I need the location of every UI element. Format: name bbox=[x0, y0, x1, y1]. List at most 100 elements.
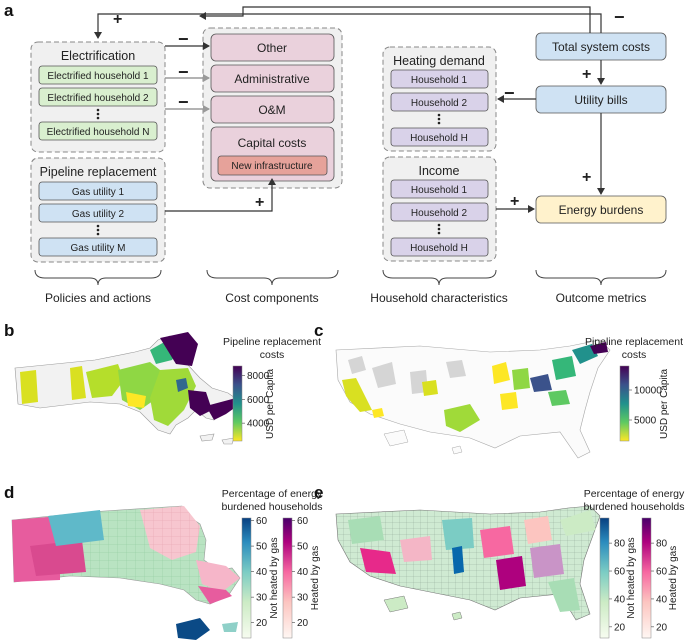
ma-d-island-teal bbox=[222, 622, 238, 632]
panel-b-axis-label: USD per Capita bbox=[265, 369, 276, 439]
signs: + − − − + − + − + + bbox=[113, 7, 625, 211]
ma-d-east-pink bbox=[140, 506, 200, 560]
arrow-pipeline-to-capital bbox=[165, 178, 276, 212]
income-title: Income bbox=[419, 164, 460, 178]
income-household-1: Household 1 bbox=[411, 185, 468, 196]
brace-cost bbox=[206, 269, 339, 286]
ma-region-west bbox=[20, 370, 38, 404]
us-gray-plains bbox=[446, 360, 466, 378]
plus-sign-2: + bbox=[255, 194, 264, 211]
us-gray-west bbox=[372, 362, 396, 388]
plus-sign-1: + bbox=[113, 11, 122, 28]
panel-c-axis-label: USD per Capita bbox=[659, 369, 670, 439]
connectors bbox=[94, 6, 605, 213]
arrow-total-to-other-loop bbox=[199, 6, 591, 33]
cost-om: O&M bbox=[258, 103, 285, 117]
us-e-northwest bbox=[348, 516, 384, 544]
us-midwest2 bbox=[512, 368, 530, 390]
panel-d-right-tick-label-0: 20 bbox=[297, 618, 309, 629]
panel-e-right-tick-label-3: 80 bbox=[656, 539, 668, 550]
ma-region-south bbox=[188, 390, 212, 416]
minus-sign-3: − bbox=[178, 92, 189, 112]
us-e-hawaii bbox=[451, 611, 463, 621]
panel-d-colorbar-left bbox=[241, 517, 252, 639]
us-ohio bbox=[530, 374, 552, 392]
ma-region-central1 bbox=[86, 364, 124, 398]
heating-household-1: Household 1 bbox=[411, 75, 468, 86]
ma-region-cape bbox=[206, 398, 240, 420]
panel-d-legend-title-2: burdened households bbox=[221, 501, 322, 513]
ma-region-west2 bbox=[70, 366, 86, 400]
us-socal bbox=[372, 408, 384, 418]
plus-sign-3: + bbox=[582, 66, 591, 83]
panel-e-map bbox=[335, 505, 601, 621]
gas-utility-2: Gas utility 2 bbox=[72, 209, 125, 220]
panel-d-legend-title-1: Percentage of energy bbox=[222, 488, 323, 500]
panel-d-left-tick-label-1: 30 bbox=[256, 593, 268, 604]
heating-title: Heating demand bbox=[393, 54, 485, 68]
panel-b-ticks: 4000 6000 8000 bbox=[242, 371, 270, 430]
minus-sign-1: − bbox=[178, 29, 189, 49]
plus-sign-4: + bbox=[582, 169, 591, 186]
panel-e-colorbar-right bbox=[641, 517, 652, 639]
cost-capital: Capital costs bbox=[238, 136, 307, 150]
electrification-ellipsis bbox=[96, 108, 100, 120]
pipeline-ellipsis bbox=[96, 224, 100, 236]
panel-e-left-label: Not heated by gas bbox=[626, 537, 637, 618]
panel-d-right-tick-label-1: 30 bbox=[297, 593, 309, 604]
panel-b-legend-title-1: Pipeline replacement bbox=[223, 336, 321, 348]
panel-d-left-label: Not heated by gas bbox=[269, 537, 280, 618]
electrification-title: Electrification bbox=[61, 49, 135, 63]
panel-d-left-tick-label-2: 40 bbox=[256, 567, 268, 578]
minus-sign-4: − bbox=[614, 7, 625, 27]
us-gray-nw bbox=[348, 356, 366, 374]
panel-c-colorbar bbox=[619, 365, 630, 442]
panel-a-letter: a bbox=[4, 1, 14, 20]
panel-e-colorbar-left bbox=[599, 517, 610, 639]
panel-e-left-tick-label-0: 20 bbox=[614, 622, 626, 633]
us-southeast bbox=[548, 390, 570, 406]
us-pennsylvania bbox=[552, 356, 576, 380]
ma-island2 bbox=[221, 437, 235, 445]
energy-burdens-label: Energy burdens bbox=[559, 203, 644, 217]
panel-d-ticks-left: 20 30 40 50 60 bbox=[251, 516, 268, 629]
arrow-total-to-electrification bbox=[94, 13, 602, 39]
us-e-appalachia bbox=[530, 544, 564, 578]
ma-region-boston bbox=[176, 378, 188, 392]
us-e-alaska bbox=[383, 595, 409, 613]
us-outline bbox=[335, 339, 611, 459]
brace-outcome bbox=[535, 269, 667, 286]
energy-burdens-box bbox=[535, 195, 667, 224]
ma-d-southeast-pink bbox=[196, 560, 240, 592]
category-policies: Policies and actions bbox=[45, 291, 151, 305]
us-california bbox=[342, 378, 372, 412]
cost-new-infrastructure: New infrastructure bbox=[231, 161, 313, 172]
us-e-florida bbox=[548, 578, 580, 612]
us-e-plains-blue bbox=[452, 546, 464, 574]
income-group: Income Household 1 Household 2 Household… bbox=[382, 156, 497, 262]
us-colorado bbox=[422, 380, 438, 396]
electrified-household-n: Electrified household N bbox=[47, 127, 150, 138]
ma-d-cape-pink bbox=[198, 586, 232, 604]
panel-d-right-tick-label-4: 60 bbox=[297, 516, 309, 527]
electrified-household-1: Electrified household 1 bbox=[47, 71, 149, 82]
gas-utility-1: Gas utility 1 bbox=[72, 187, 125, 198]
ma-d-north-teal bbox=[48, 510, 104, 546]
total-costs-label: Total system costs bbox=[552, 40, 650, 54]
minus-sign-5: − bbox=[504, 83, 515, 103]
panel-d-map bbox=[11, 505, 241, 640]
us-e-greatlakes-pink bbox=[524, 516, 552, 544]
heating-household-h: Household H bbox=[410, 133, 468, 144]
cost-administrative: Administrative bbox=[234, 72, 310, 86]
pipeline-group: Pipeline replacement Gas utility 1 Gas u… bbox=[30, 157, 166, 263]
us-e-midwest-pink bbox=[480, 526, 514, 558]
heating-group: Heating demand Household 1 Household 2 H… bbox=[382, 46, 497, 152]
panel-e-legend-title-1: Percentage of energy bbox=[584, 488, 685, 500]
income-household-2: Household 2 bbox=[411, 208, 468, 219]
panel-d-letter: d bbox=[4, 483, 14, 502]
panel-d-left-tick-label-0: 20 bbox=[256, 618, 268, 629]
us-e-mountain-pink bbox=[400, 536, 432, 562]
panel-b-tick-label-2: 8000 bbox=[247, 371, 270, 382]
ma-region-central3 bbox=[126, 392, 146, 408]
panel-e-left-tick-label-3: 80 bbox=[614, 539, 626, 550]
